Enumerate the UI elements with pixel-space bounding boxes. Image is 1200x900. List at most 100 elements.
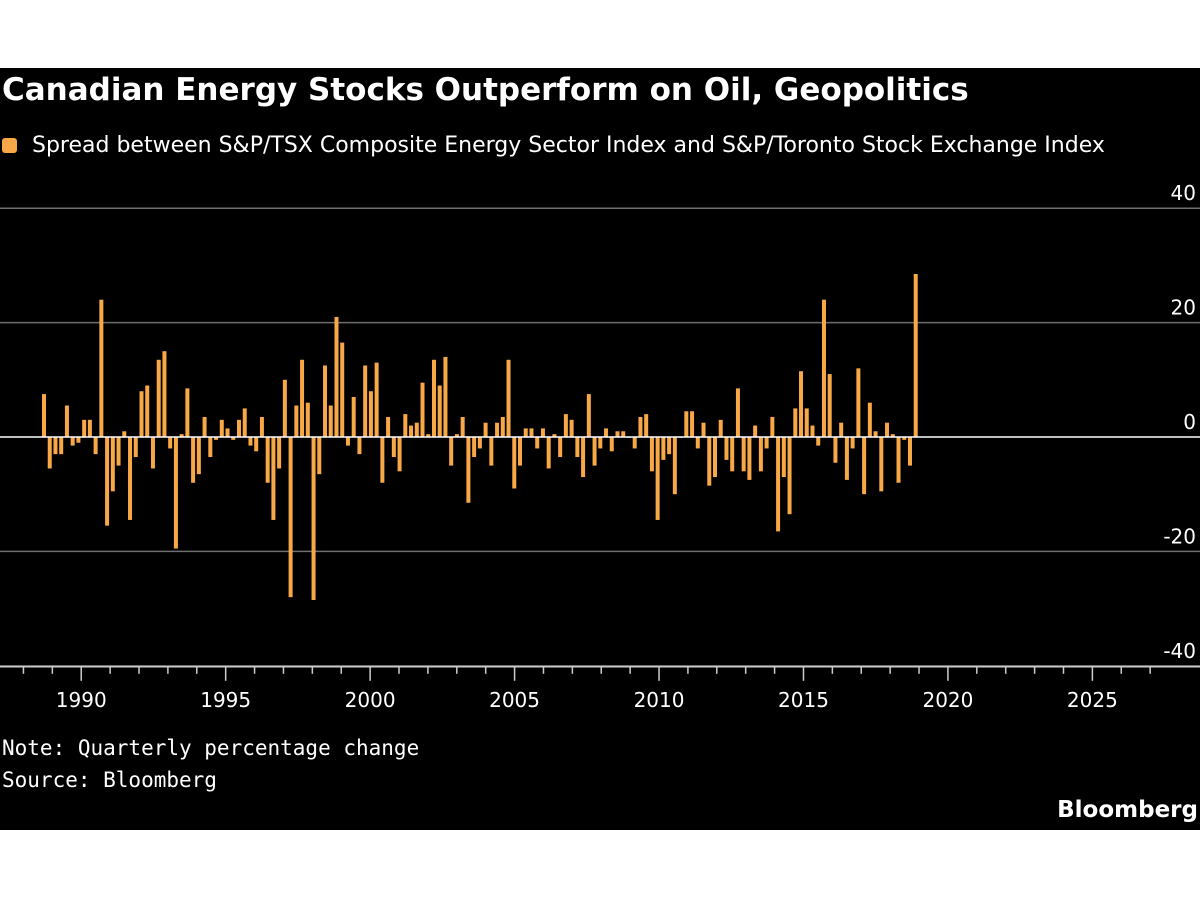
bar (844, 437, 849, 480)
bar (523, 428, 528, 437)
bar (70, 437, 75, 446)
bar (885, 422, 890, 437)
bar (363, 365, 368, 437)
bar (380, 437, 385, 483)
x-tick-label: 2005 (489, 688, 540, 710)
bar (300, 359, 305, 437)
bar (311, 437, 316, 601)
bar (850, 437, 855, 449)
bar (701, 422, 706, 437)
bar (414, 422, 419, 437)
bar (730, 437, 735, 472)
bar (661, 437, 666, 460)
x-tick-label: 1990 (56, 688, 107, 710)
gridlines (0, 207, 1200, 667)
bar (116, 437, 121, 466)
bar (156, 359, 161, 437)
bar (615, 431, 620, 437)
x-tick-label: 2025 (1067, 688, 1118, 710)
bar (259, 416, 264, 437)
bar (334, 316, 339, 437)
bar (833, 437, 838, 463)
bar (466, 437, 471, 503)
bar (500, 416, 505, 437)
bar (764, 437, 769, 449)
bar (512, 437, 517, 489)
bar (128, 437, 133, 520)
bar (741, 437, 746, 472)
bar (420, 382, 425, 437)
bar (99, 299, 104, 437)
bar (437, 385, 442, 437)
bar (288, 437, 293, 598)
bar (810, 425, 815, 437)
bar (248, 437, 253, 446)
bar (753, 425, 758, 437)
bar (82, 419, 87, 437)
x-tick-label: 2020 (922, 688, 973, 710)
bar (368, 391, 373, 437)
bar (718, 419, 723, 437)
y-tick-label: 40 (1171, 181, 1196, 205)
y-tick-label: 0 (1183, 410, 1196, 434)
bar (592, 437, 597, 466)
note-text: Note: Quarterly percentage change (2, 736, 420, 760)
bar (575, 437, 580, 458)
bar (460, 416, 465, 437)
bar (254, 437, 259, 452)
bar (667, 437, 672, 455)
bar (552, 434, 557, 437)
bar (110, 437, 115, 492)
bar (139, 391, 144, 437)
bar (913, 273, 918, 437)
y-tick-label: -20 (1163, 524, 1196, 548)
bar (340, 342, 345, 437)
bar (879, 437, 884, 492)
bar (386, 416, 391, 437)
bar (59, 437, 64, 455)
bar (735, 388, 740, 437)
bar-chart: 40 20 0 -20 -40 1990 1995 2000 2005 2010 2015 2020… (0, 181, 1200, 710)
bar (867, 402, 872, 437)
bar (454, 434, 459, 437)
x-tick-label: 2000 (345, 688, 396, 710)
bar (242, 408, 247, 437)
bar (776, 437, 781, 532)
bar (621, 431, 626, 437)
x-axis: 1990 1995 2000 2005 2010 2015 2020 2025 (0, 666, 1200, 710)
bar (638, 416, 643, 437)
bar (690, 411, 695, 437)
bar (535, 437, 540, 449)
bar (781, 437, 786, 478)
bar (214, 437, 219, 440)
bar (282, 379, 287, 437)
bar (47, 437, 52, 469)
bar (489, 437, 494, 466)
bar (64, 405, 69, 437)
bar (173, 437, 178, 549)
bar (305, 402, 310, 437)
bar (707, 437, 712, 486)
bar (529, 428, 534, 437)
bar (87, 419, 92, 437)
bar (649, 437, 654, 472)
bar (747, 437, 752, 480)
bar (477, 437, 482, 449)
bar (231, 437, 236, 440)
bar (799, 371, 804, 437)
bar (827, 374, 832, 437)
bar (804, 408, 809, 437)
bar (724, 437, 729, 460)
y-tick-label: -40 (1163, 639, 1196, 663)
bar (907, 437, 912, 466)
bar (168, 437, 173, 449)
bar (403, 414, 408, 437)
bar (862, 437, 867, 495)
bar (179, 434, 184, 437)
x-tick-label: 2015 (778, 688, 829, 710)
bar (586, 394, 591, 437)
bar (236, 419, 241, 437)
bar (196, 437, 201, 475)
bar (76, 437, 81, 443)
bar (644, 414, 649, 437)
